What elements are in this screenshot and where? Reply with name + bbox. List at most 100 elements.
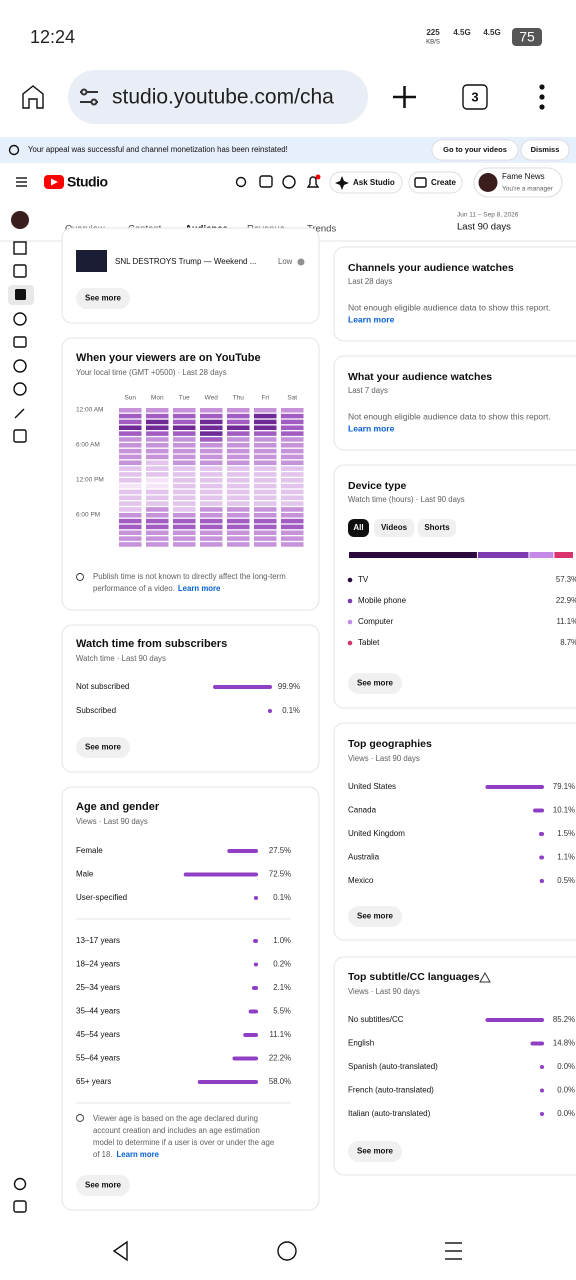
ask-label: Ask Studio [353, 178, 395, 187]
see-more-button[interactable] [76, 288, 130, 309]
heatmap-cell [281, 507, 304, 512]
stacked-segment [477, 552, 529, 558]
site-settings-icon[interactable] [80, 88, 98, 106]
tab-count: 3 [471, 89, 478, 104]
back-button[interactable] [112, 1240, 128, 1262]
heatmap-cell [200, 530, 223, 536]
row-label: Canada [348, 806, 377, 815]
card-subtitle: Views · Last 90 days [348, 987, 420, 996]
heatmap-cell [119, 483, 142, 489]
heatmap-cell [119, 536, 142, 541]
new-tab-icon[interactable] [393, 86, 416, 108]
heatmap-cell [173, 483, 196, 489]
day-label: Fri [261, 395, 269, 402]
dashboard-icon[interactable] [13, 241, 27, 255]
url-bar[interactable] [68, 70, 368, 124]
earn-icon[interactable] [13, 382, 27, 396]
heatmap-cell [281, 495, 304, 501]
heatmap-cell [227, 454, 250, 460]
heatmap-cell [281, 448, 304, 454]
nav-bar [112, 1240, 462, 1262]
tab-switcher[interactable] [462, 84, 488, 110]
comments-icon[interactable] [259, 175, 273, 188]
heatmap-cell [146, 513, 169, 518]
logo-text: Studio [67, 174, 108, 190]
heatmap-cell [146, 454, 169, 460]
filter-label: All [353, 523, 363, 532]
heatmap-cell [281, 466, 304, 471]
heatmap-cell [146, 448, 169, 454]
hamburger[interactable] [16, 177, 27, 187]
see-more-button[interactable] [76, 1175, 130, 1196]
heatmap-cell [200, 413, 223, 419]
filter-chip[interactable] [348, 519, 369, 537]
feedback-icon[interactable] [13, 1200, 27, 1213]
help-icon[interactable] [282, 175, 296, 189]
row-label: 45–54 years [76, 1030, 120, 1039]
home-icon[interactable] [22, 85, 44, 109]
heatmap-cell [173, 524, 196, 530]
learn-more-link[interactable]: Learn more [348, 314, 395, 324]
heatmap-cell [227, 518, 250, 524]
settings-icon[interactable] [13, 1177, 27, 1191]
row-label: Tablet [358, 638, 380, 647]
heatmap-cell [281, 460, 304, 466]
go-button[interactable] [431, 139, 519, 161]
heatmap-cell [200, 431, 223, 436]
heatmap-cell [173, 472, 196, 477]
see-more-button[interactable] [348, 1141, 402, 1162]
search-icon[interactable] [235, 176, 247, 188]
recents-button[interactable] [445, 1242, 462, 1260]
home-button[interactable] [277, 1241, 297, 1261]
heatmap-cell [227, 542, 250, 547]
legend-dot [347, 619, 353, 625]
legend-dot [347, 577, 353, 583]
ask-button[interactable] [329, 171, 403, 194]
heatmap-cell [119, 448, 142, 454]
heatmap-cell [281, 542, 304, 547]
heatmap-cell [227, 419, 250, 425]
customization-icon[interactable] [14, 408, 25, 419]
learn-more-link[interactable]: Learn more [117, 1150, 160, 1159]
heatmap-cell [254, 425, 277, 431]
heatmap-cell [254, 507, 277, 512]
see-more-button[interactable] [348, 906, 402, 927]
info-icon [76, 1114, 84, 1122]
learn-more-link[interactable]: Learn more [178, 584, 221, 593]
filter-chip[interactable] [374, 519, 414, 537]
community-icon[interactable] [13, 312, 27, 326]
row-label: Subscribed [76, 706, 116, 715]
dismiss-button[interactable] [520, 139, 570, 161]
copyright-icon[interactable] [13, 359, 27, 373]
value-label: 72.5% [269, 870, 291, 879]
content-icon[interactable] [13, 264, 27, 278]
create-button[interactable] [408, 171, 463, 194]
account-button[interactable] [473, 167, 563, 198]
menu-icon[interactable] [539, 84, 545, 110]
channel-avatar[interactable] [11, 211, 29, 229]
audio-library-icon[interactable] [13, 429, 27, 443]
card [61, 786, 320, 1211]
see-more-button[interactable] [348, 673, 402, 694]
account-name: Fame News [502, 172, 545, 181]
heatmap-cell [254, 431, 277, 436]
heatmap-cell [119, 489, 142, 495]
hour-label: 12:00 PM [76, 477, 104, 484]
filter-label: Videos [381, 523, 408, 532]
heatmap-cell [281, 513, 304, 518]
see-more-button[interactable] [76, 737, 130, 758]
tab[interactable]: Trends [307, 224, 336, 235]
heatmap-cell [173, 466, 196, 471]
heatmap-cell [281, 478, 304, 483]
value-label: 2.1% [273, 983, 291, 992]
value-label: 22.9% [556, 596, 576, 605]
heatmap-cell [173, 518, 196, 524]
row-label: Not subscribed [76, 682, 129, 691]
row-label: United States [348, 782, 396, 791]
filter-chip[interactable] [418, 519, 456, 537]
learn-more-link[interactable]: Learn more [348, 423, 395, 433]
row-label: Spanish (auto-translated) [348, 1062, 438, 1071]
subtitles-icon[interactable] [13, 336, 27, 348]
notifications-icon[interactable] [306, 176, 320, 188]
